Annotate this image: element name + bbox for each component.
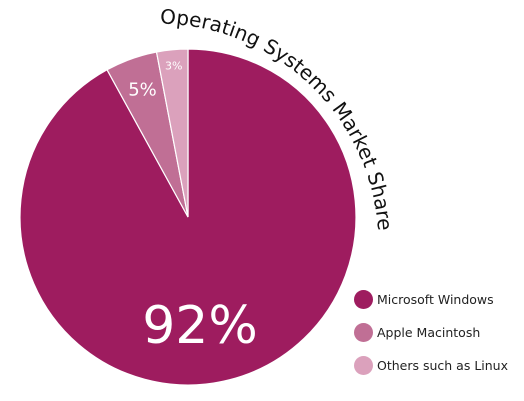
legend-swatch-macintosh <box>354 323 373 342</box>
pie-slice-others <box>155 48 189 218</box>
legend-swatch-others <box>354 356 373 375</box>
legend-item-windows: Microsoft Windows <box>354 290 522 312</box>
legend-item-macintosh: Apple Macintosh <box>354 323 522 345</box>
pie-label-others: 3% <box>165 59 182 72</box>
pie-label-windows: 92% <box>142 296 258 356</box>
pie-slices <box>19 48 357 386</box>
legend-swatch-windows <box>354 290 373 309</box>
legend-label-windows: Microsoft Windows <box>377 292 494 307</box>
pie-value-labels: 92% 5% 3% <box>128 59 258 356</box>
legend-label-others: Others such as Linux <box>377 358 509 373</box>
legend-item-others: Others such as Linux <box>354 356 522 378</box>
legend-label-macintosh: Apple Macintosh <box>377 325 481 340</box>
pie-label-macintosh: 5% <box>128 80 157 101</box>
